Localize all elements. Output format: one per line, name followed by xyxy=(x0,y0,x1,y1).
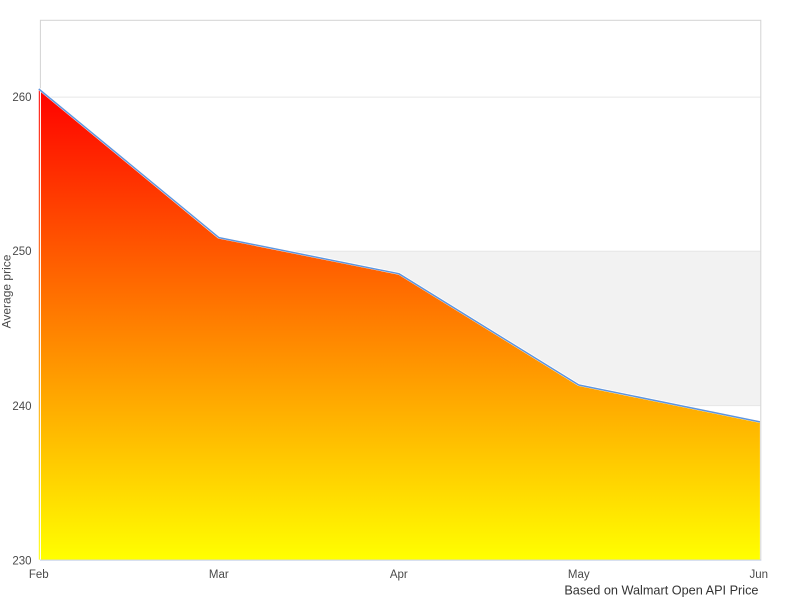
svg-text:Based on Walmart Open API Pric: Based on Walmart Open API Price xyxy=(564,584,758,598)
svg-text:Mar: Mar xyxy=(209,569,229,581)
svg-text:260: 260 xyxy=(12,92,31,104)
svg-text:Average price: Average price xyxy=(0,254,14,328)
svg-text:Jun: Jun xyxy=(750,569,769,581)
svg-text:Apr: Apr xyxy=(390,569,408,581)
svg-text:Feb: Feb xyxy=(29,569,49,581)
svg-text:May: May xyxy=(568,569,590,581)
svg-text:250: 250 xyxy=(12,246,31,258)
svg-text:240: 240 xyxy=(12,401,31,413)
svg-text:230: 230 xyxy=(12,556,31,568)
